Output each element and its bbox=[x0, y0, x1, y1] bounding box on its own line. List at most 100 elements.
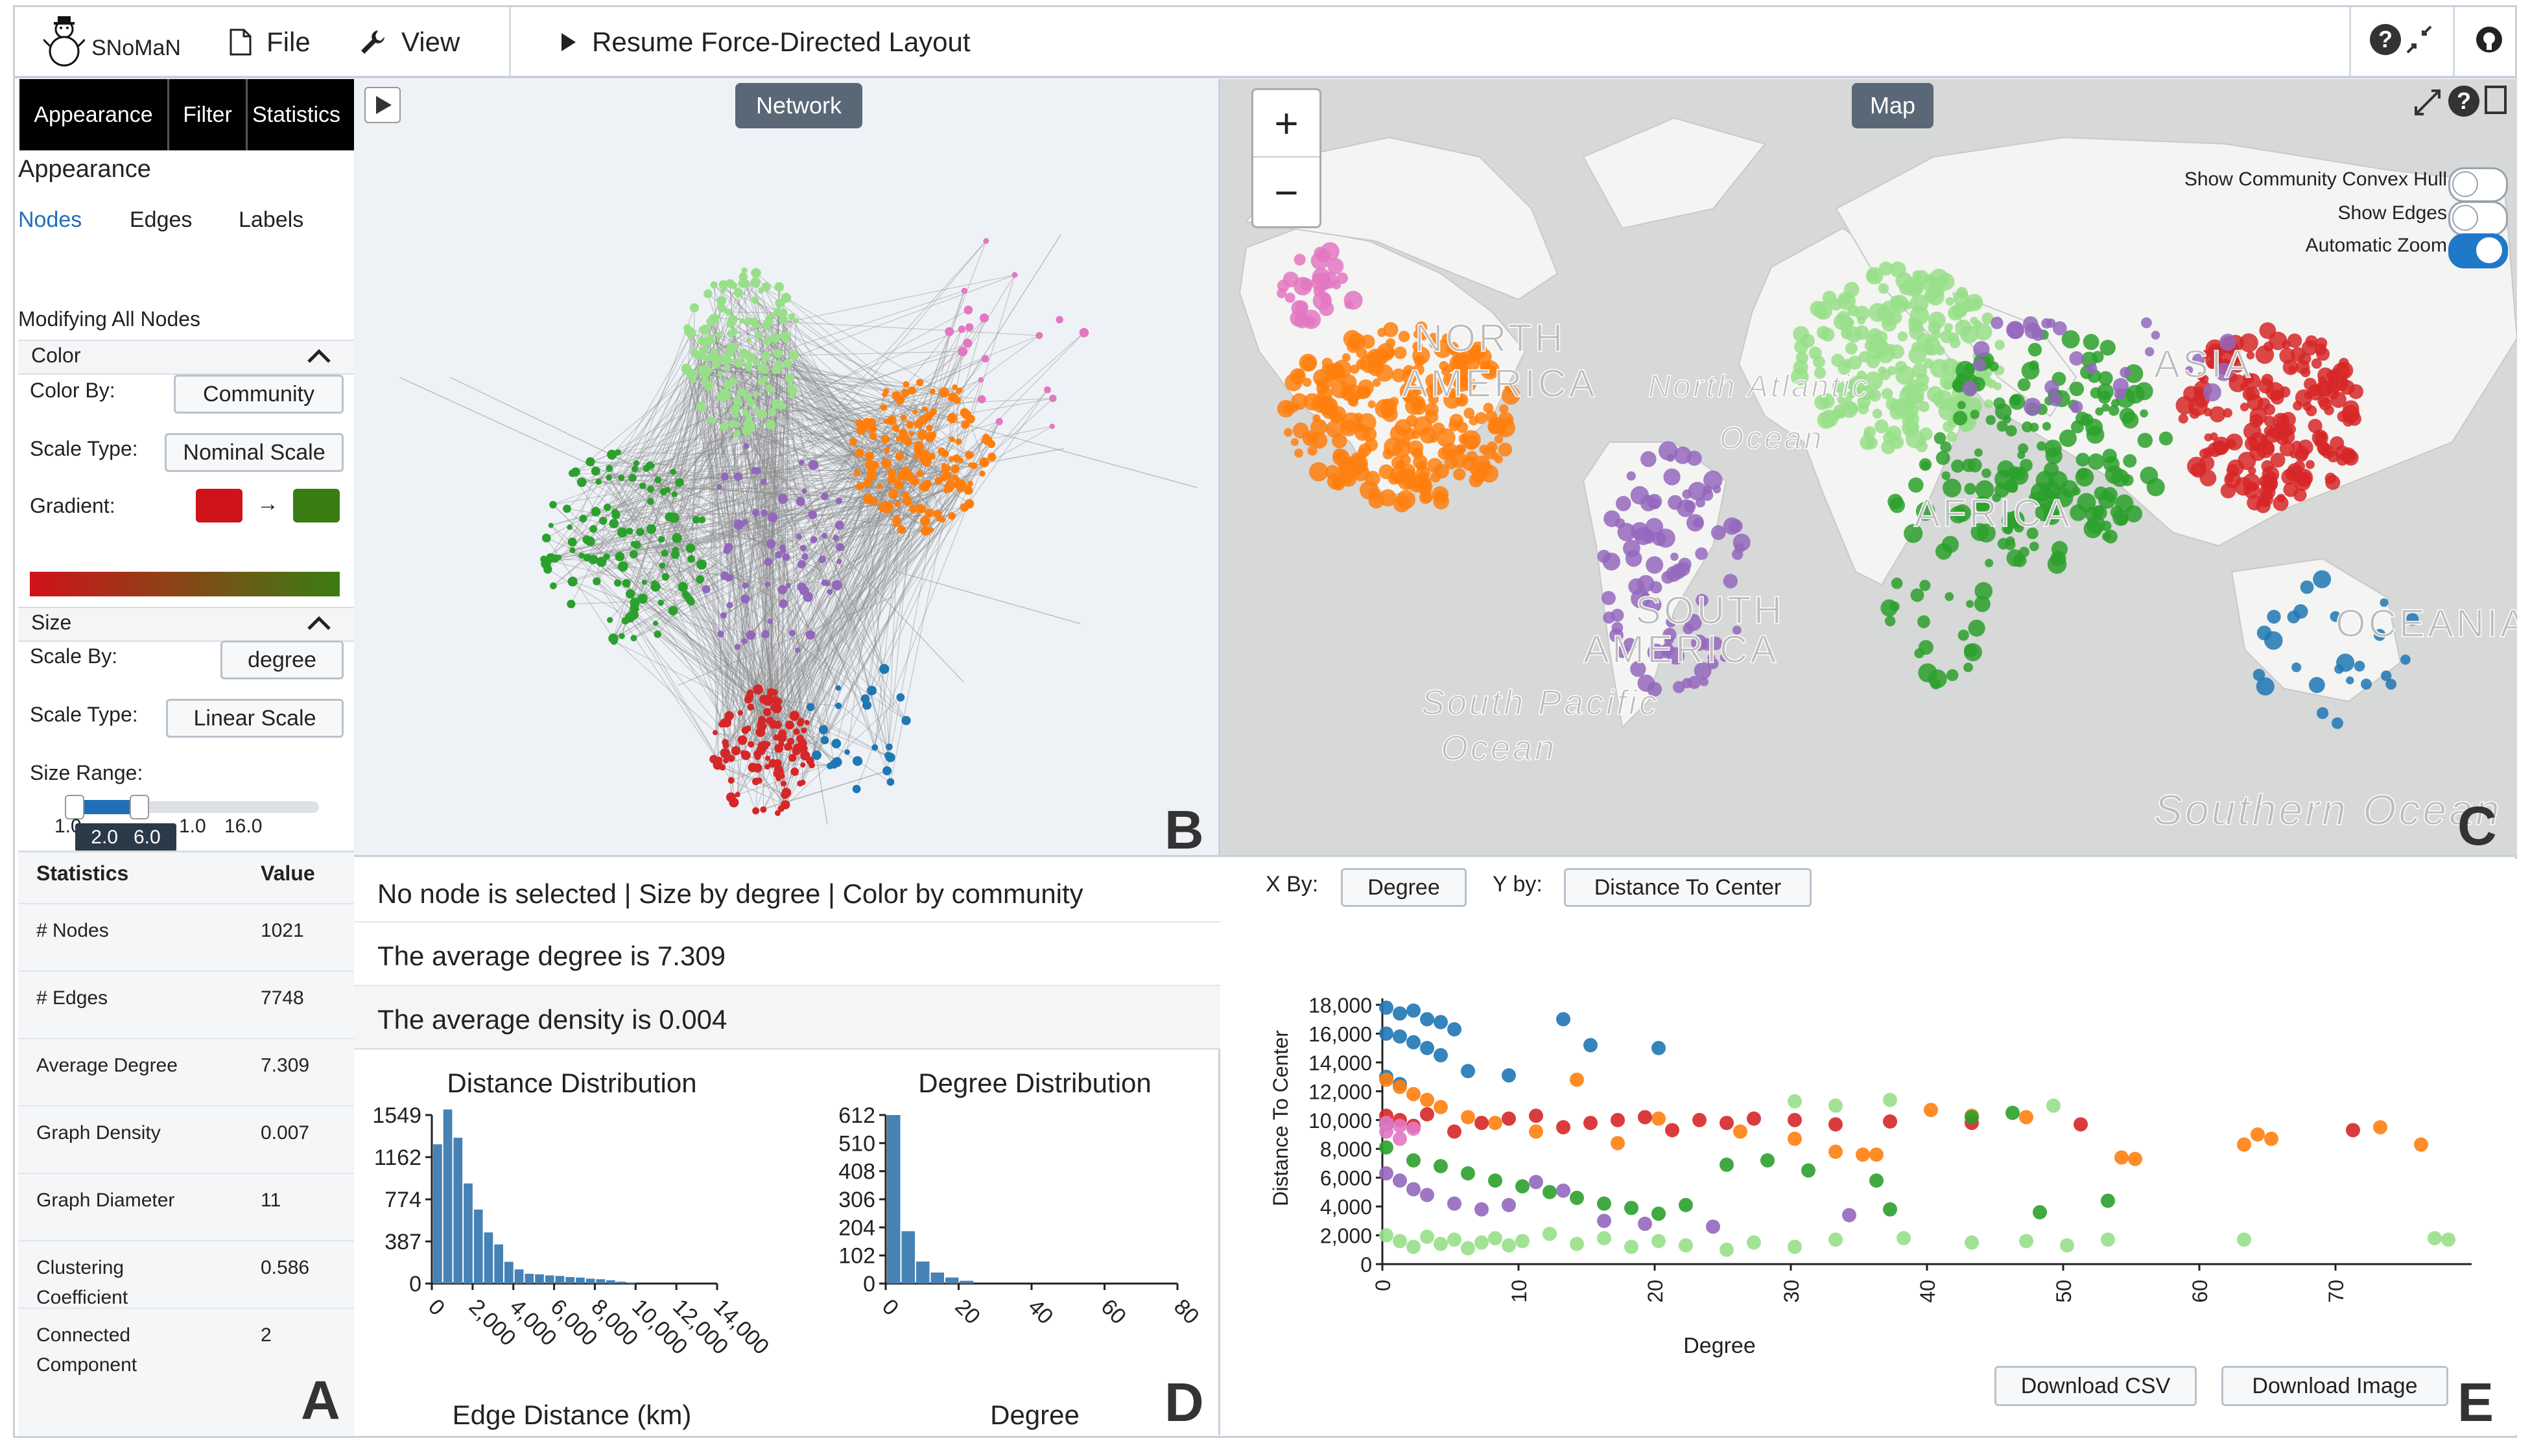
scatter-point bbox=[1406, 1153, 1421, 1168]
map-marker bbox=[2314, 343, 2327, 356]
map-marker bbox=[1332, 359, 1352, 379]
scatter-plot[interactable]: 02,0004,0006,0008,00010,00012,00014,0001… bbox=[1220, 911, 2517, 1365]
tab-statistics[interactable]: Statistics bbox=[248, 79, 347, 150]
map-marker bbox=[1501, 386, 1520, 405]
network-node bbox=[767, 512, 778, 523]
download-image-button[interactable]: Download Image bbox=[2221, 1366, 2448, 1406]
map-marker bbox=[1367, 400, 1376, 408]
network-node bbox=[915, 449, 921, 456]
network-edge bbox=[590, 388, 792, 462]
network-edge bbox=[630, 617, 720, 761]
scatter-point bbox=[1406, 1003, 1421, 1018]
network-node bbox=[741, 638, 748, 644]
network-edge bbox=[729, 283, 924, 420]
network-node bbox=[979, 457, 989, 467]
size-range-min-handle[interactable] bbox=[65, 795, 84, 819]
map-marker bbox=[2026, 527, 2039, 539]
network-node bbox=[611, 510, 621, 519]
color-by-select[interactable]: Community bbox=[174, 375, 344, 414]
color-scale-type-select[interactable]: Nominal Scale bbox=[165, 433, 344, 472]
network-edge bbox=[613, 454, 969, 524]
network-node bbox=[732, 358, 739, 364]
network-node bbox=[808, 510, 817, 519]
map-marker bbox=[1294, 253, 1306, 266]
map-marker bbox=[2267, 609, 2281, 624]
zoom-controls: + − bbox=[1251, 88, 1321, 228]
zoom-in-button[interactable]: + bbox=[1253, 90, 1319, 158]
network-edge bbox=[699, 355, 818, 756]
network-node bbox=[651, 580, 657, 587]
x-by-select[interactable]: Degree bbox=[1341, 868, 1467, 907]
scatter-point bbox=[1611, 1136, 1625, 1151]
map-marker bbox=[2122, 474, 2134, 486]
app-logo[interactable]: SNoMaN bbox=[43, 14, 181, 69]
network-edge bbox=[887, 438, 903, 756]
network-node bbox=[716, 296, 726, 306]
map-toggle-switch[interactable] bbox=[2448, 233, 2508, 268]
expand-help-icon[interactable]: ? bbox=[2413, 82, 2511, 121]
map-marker bbox=[1656, 528, 1675, 548]
y-by-select[interactable]: Distance To Center bbox=[1564, 868, 1812, 907]
map-marker bbox=[2334, 376, 2349, 392]
scatter-point bbox=[1461, 1241, 1475, 1256]
network-edge bbox=[619, 521, 746, 558]
subtab-nodes[interactable]: Nodes bbox=[18, 207, 82, 232]
x-tick-label: 50 bbox=[2052, 1280, 2075, 1303]
view-menu[interactable]: View bbox=[359, 27, 460, 58]
network-edge bbox=[689, 331, 777, 738]
network-edge bbox=[748, 518, 940, 700]
network-edge bbox=[634, 439, 952, 609]
network-edge bbox=[700, 579, 790, 748]
color-section-header[interactable]: Color bbox=[18, 340, 354, 375]
map-marker bbox=[2264, 416, 2275, 427]
subtab-edges[interactable]: Edges bbox=[130, 207, 193, 232]
map-marker bbox=[1911, 363, 1928, 379]
network-edge bbox=[636, 368, 687, 545]
network-node bbox=[774, 759, 782, 768]
x-axis-label: Edge Distance (km) bbox=[453, 1400, 692, 1430]
network-node bbox=[775, 298, 785, 308]
map-toggle-switch[interactable] bbox=[2448, 167, 2508, 202]
network-node bbox=[901, 388, 910, 397]
map-marker bbox=[2317, 394, 2330, 407]
file-menu[interactable]: File bbox=[229, 27, 311, 58]
map-marker bbox=[1878, 261, 1893, 276]
network-node bbox=[781, 790, 790, 799]
size-range-max-handle[interactable] bbox=[130, 795, 149, 819]
network-node bbox=[881, 434, 890, 444]
network-edge bbox=[731, 329, 962, 425]
size-scale-type-select[interactable]: Linear Scale bbox=[166, 699, 344, 738]
network-edge bbox=[958, 390, 985, 463]
network-node bbox=[805, 630, 816, 640]
map-marker bbox=[2023, 397, 2042, 416]
size-section-header[interactable]: Size bbox=[18, 607, 354, 642]
map-marker bbox=[1406, 415, 1418, 427]
network-graph[interactable] bbox=[354, 79, 1220, 857]
tab-filter[interactable]: Filter bbox=[169, 79, 248, 150]
scatter-point bbox=[1720, 1116, 1734, 1131]
network-node bbox=[978, 377, 984, 383]
subtab-labels[interactable]: Labels bbox=[239, 207, 304, 232]
resume-layout-button[interactable]: Resume Force-Directed Layout bbox=[560, 27, 971, 58]
play-layout-button[interactable] bbox=[364, 87, 401, 123]
network-node bbox=[979, 470, 986, 477]
github-icon bbox=[2476, 27, 2502, 53]
gradient-end-swatch[interactable] bbox=[293, 489, 340, 523]
help-button[interactable]: ? bbox=[2369, 20, 2433, 59]
download-csv-button[interactable]: Download CSV bbox=[1994, 1366, 2197, 1406]
gradient-start-swatch[interactable] bbox=[196, 489, 242, 523]
play-icon bbox=[376, 96, 392, 114]
size-scale-by-select[interactable]: degree bbox=[220, 640, 344, 679]
tab-appearance[interactable]: Appearance bbox=[19, 79, 169, 150]
network-edge bbox=[598, 372, 691, 482]
github-link[interactable] bbox=[2475, 25, 2503, 54]
map-marker bbox=[1436, 428, 1456, 447]
network-node bbox=[672, 533, 682, 543]
network-edge bbox=[552, 482, 680, 587]
map-toggle-switch[interactable] bbox=[2448, 201, 2508, 236]
stats-row-label: Average Degree bbox=[36, 1055, 178, 1076]
zoom-out-button[interactable]: − bbox=[1274, 169, 1299, 216]
map-panel[interactable]: NORTH AMERICA North Atlantic Ocean ASIA AFRIC… bbox=[1220, 79, 2517, 857]
